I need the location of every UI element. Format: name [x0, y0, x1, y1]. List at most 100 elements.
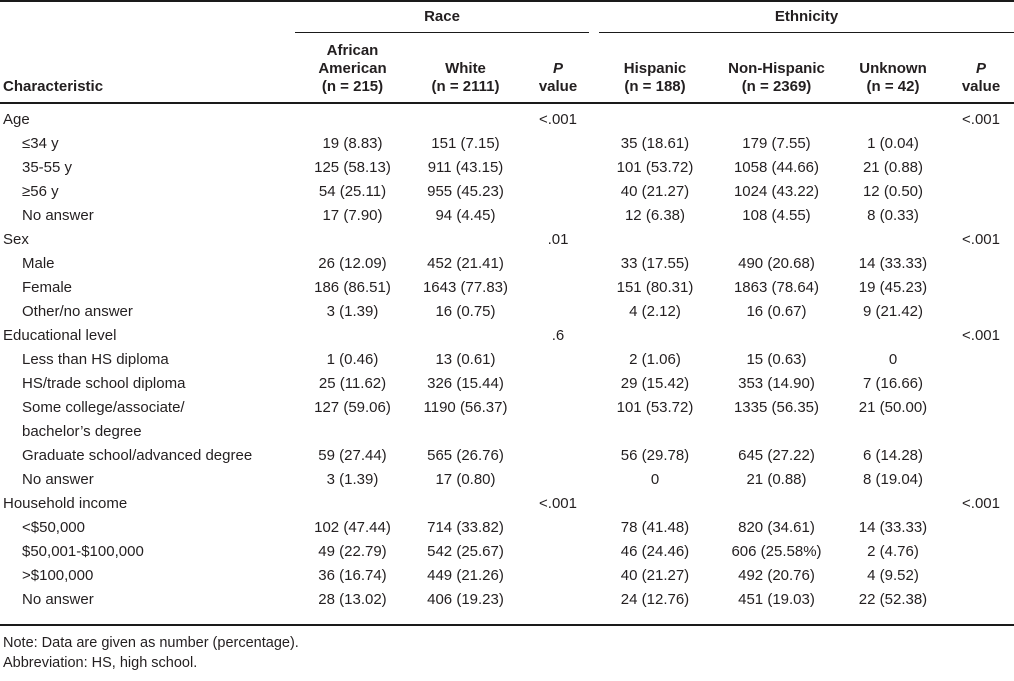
row-label: <$50,000 — [0, 516, 295, 540]
unknown-n: (n = 42) — [866, 78, 920, 95]
cell-african-american — [295, 103, 410, 132]
row-label-text: Household income — [3, 495, 128, 512]
cell-unknown: 14 (33.33) — [858, 255, 928, 272]
cell-unknown: 1 (0.04) — [867, 135, 919, 152]
row-label-text: Male — [22, 255, 55, 272]
cell-p-race: <.001 — [539, 495, 577, 512]
cell-non-hispanic — [715, 228, 838, 252]
cell-p-ethnicity — [948, 132, 1014, 156]
cell-unknown: 12 (0.50) — [862, 183, 924, 200]
cell-white: 565 (26.76) — [427, 447, 504, 464]
cell-african-american — [295, 228, 410, 252]
row-label: No answer — [0, 468, 295, 492]
col-header-african-american: African American (n = 215) — [295, 33, 410, 104]
cell-non-hispanic: 645 (27.22) — [738, 447, 815, 464]
table-row: Less than HS diploma 1 (0.46) 13 (0.61) 2 (… — [0, 348, 1014, 372]
cell-white: 151 (7.15) — [431, 135, 500, 152]
row-label: Some college/associate/bachelor’s degree — [0, 396, 295, 444]
cell-african-american: 49 (22.79) — [318, 543, 387, 560]
cell-unknown: 21 (50.00) — [858, 399, 928, 416]
african-american-label: African American — [318, 42, 387, 77]
cell-p-ethnicity — [948, 204, 1014, 228]
cell-african-american: 3 (1.39) — [326, 303, 379, 320]
cell-unknown — [838, 228, 948, 252]
cell-white: 452 (21.41) — [427, 255, 504, 272]
cell-african-american: 28 (13.02) — [295, 588, 410, 626]
cell-hispanic: 78 (41.48) — [620, 519, 690, 536]
cell-african-american — [295, 324, 410, 348]
cell-unknown: 2 (4.76) — [867, 543, 919, 560]
col-header-p-race: P value — [521, 33, 595, 104]
cell-hispanic — [595, 228, 715, 252]
cell-non-hispanic: 606 (25.58%) — [731, 543, 822, 560]
row-label-text: bachelor’s degree — [22, 423, 142, 440]
cell-non-hispanic: 353 (14.90) — [738, 375, 815, 392]
cell-unknown: 22 (52.38) — [838, 588, 948, 626]
cell-african-american: 19 (8.83) — [322, 135, 383, 152]
row-label-text: <$50,000 — [22, 519, 85, 536]
cell-p-ethnicity — [948, 540, 1014, 564]
cell-non-hispanic: 15 (0.63) — [746, 351, 807, 368]
cell-non-hispanic: 1058 (44.66) — [733, 159, 820, 176]
cell-unknown: 6 (14.28) — [862, 447, 924, 464]
row-label-text: No answer — [22, 591, 94, 608]
cell-white: 13 (0.61) — [435, 351, 496, 368]
cell-p-race — [521, 204, 595, 228]
cell-non-hispanic — [715, 103, 838, 132]
group-label: Household income — [0, 492, 295, 516]
column-header-row: Characteristic African American (n = 215… — [0, 33, 1014, 104]
col-header-white: White (n = 2111) — [410, 33, 521, 104]
cell-p-ethnicity — [948, 564, 1014, 588]
row-label-text: Less than HS diploma — [22, 351, 169, 368]
table-row: >$100,000 36 (16.74) 449 (21.26) 40 (21.27)… — [0, 564, 1014, 588]
cell-white — [410, 103, 521, 132]
row-label: ≥56 y — [0, 180, 295, 204]
cell-p-race — [521, 300, 595, 324]
row-label-text: No answer — [22, 207, 94, 224]
spanner-spacer — [0, 1, 295, 33]
row-label-text: ≥56 y — [22, 183, 59, 200]
hispanic-n: (n = 188) — [624, 78, 686, 95]
cell-unknown: 4 (9.52) — [867, 567, 919, 584]
cell-unknown: 8 (19.04) — [862, 471, 924, 488]
cell-unknown: 14 (33.33) — [858, 519, 928, 536]
cell-hispanic — [595, 492, 715, 516]
cell-african-american: 1 (0.46) — [326, 351, 379, 368]
col-header-characteristic: Characteristic — [0, 33, 295, 104]
table-row: ≤34 y 19 (8.83) 151 (7.15) 35 (18.61) 179 (7… — [0, 132, 1014, 156]
cell-unknown: 9 (21.42) — [862, 303, 924, 320]
row-label-text: Other/no answer — [22, 303, 133, 320]
group-row: Age <.001 <.001 — [0, 103, 1014, 132]
row-label-text: 35-55 y — [22, 159, 73, 176]
row-label-text: No answer — [22, 471, 94, 488]
cell-african-american: 3 (1.39) — [326, 471, 379, 488]
table-header: Race Ethnicity Characteristic African Am… — [0, 1, 1014, 104]
cell-hispanic — [595, 103, 715, 132]
row-label: HS/trade school diploma — [0, 372, 295, 396]
table-row: No answer 28 (13.02) 406 (19.23) 24 (12.76)… — [0, 588, 1014, 626]
table-row: <$50,000 102 (47.44) 714 (33.82) 78 (41.48)… — [0, 516, 1014, 540]
row-label-text: Graduate school/advanced degree — [22, 447, 253, 464]
cell-african-american: 102 (47.44) — [314, 519, 391, 536]
cell-p-ethnicity: <.001 — [962, 231, 1000, 248]
cell-p-ethnicity — [948, 180, 1014, 204]
cell-non-hispanic — [715, 324, 838, 348]
cell-hispanic: 12 (6.38) — [624, 207, 686, 224]
cell-african-american: 17 (7.90) — [322, 207, 383, 224]
cell-p-race — [521, 564, 595, 588]
cell-african-american: 25 (11.62) — [318, 375, 387, 392]
cell-non-hispanic: 21 (0.88) — [746, 471, 807, 488]
cell-p-race — [521, 252, 595, 276]
cell-p-ethnicity — [948, 396, 1014, 444]
cell-hispanic: 151 (80.31) — [616, 279, 694, 296]
row-label-text: Age — [3, 111, 30, 128]
cell-african-american: 59 (27.44) — [318, 447, 387, 464]
row-label: No answer — [0, 588, 295, 626]
cell-unknown: 19 (45.23) — [858, 279, 928, 296]
cell-p-ethnicity — [948, 252, 1014, 276]
cell-non-hispanic: 820 (34.61) — [738, 519, 815, 536]
cell-non-hispanic: 179 (7.55) — [742, 135, 811, 152]
cell-p-race — [521, 372, 595, 396]
row-label-text: Some college/associate/ — [22, 399, 185, 416]
